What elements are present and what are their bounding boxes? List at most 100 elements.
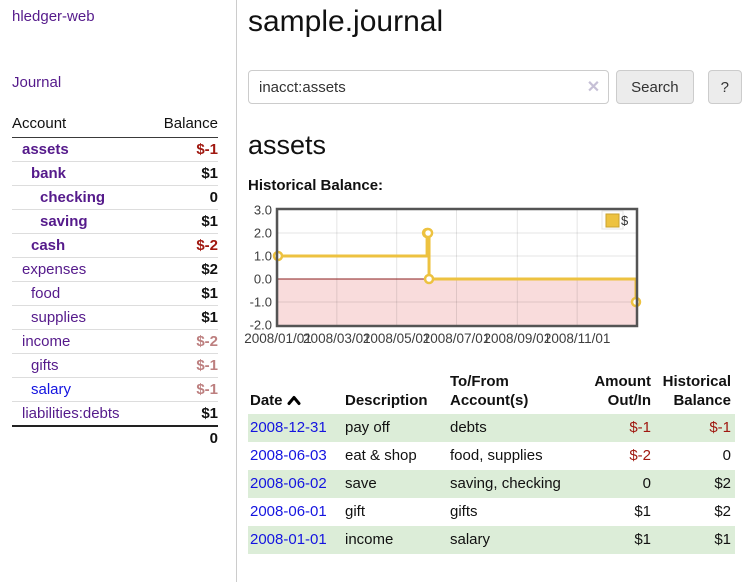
transaction-row: 2008-06-02 save saving, checking 0 $2	[248, 470, 735, 498]
account-link[interactable]: assets	[22, 141, 69, 158]
account-row-cash: cash $-2	[12, 233, 218, 257]
account-link[interactable]: liabilities:debts	[22, 405, 120, 422]
svg-text:2008/05/01: 2008/05/01	[363, 331, 431, 346]
sort-ascending-icon	[287, 396, 301, 405]
sidebar-divider	[236, 0, 237, 582]
account-row-checking: checking 0	[12, 185, 218, 209]
transaction-amount: 0	[642, 475, 651, 492]
transaction-balance: 0	[722, 447, 731, 464]
account-balance: $-2	[196, 237, 218, 254]
search-button[interactable]: Search	[616, 70, 694, 104]
transaction-balance: $2	[714, 475, 731, 492]
account-link[interactable]: supplies	[31, 309, 87, 326]
transaction-description: save	[345, 475, 377, 492]
account-link[interactable]: bank	[31, 165, 67, 182]
svg-text:2008/09/01: 2008/09/01	[484, 331, 552, 346]
account-balance: $1	[201, 285, 218, 302]
transaction-date-link[interactable]: 2008-06-02	[250, 475, 327, 492]
transaction-balance: $1	[714, 531, 731, 548]
date-header-label: Date	[250, 392, 283, 409]
svg-text:-2.0: -2.0	[250, 318, 272, 333]
account-row-supplies: supplies $1	[12, 305, 218, 329]
svg-text:0.0: 0.0	[254, 272, 272, 287]
account-heading: assets	[248, 130, 327, 160]
account-link[interactable]: checking	[40, 189, 106, 206]
account-balance: $1	[201, 309, 218, 326]
search-bar: ✕ Search ?	[248, 70, 742, 104]
transaction-description: pay off	[345, 419, 390, 436]
transaction-date-link[interactable]: 2008-06-03	[250, 447, 327, 464]
svg-text:2008/03/01: 2008/03/01	[303, 331, 371, 346]
main-content: sample.journal ✕ Search ? assets Histori…	[244, 0, 742, 554]
svg-text:-1.0: -1.0	[250, 295, 272, 310]
account-link[interactable]: food	[31, 285, 61, 302]
brand-link[interactable]: hledger-web	[12, 8, 95, 25]
account-balance: $1	[201, 165, 218, 182]
sidebar: hledger-web Journal Account Balance asse…	[0, 0, 236, 450]
transaction-row: 2008-12-31 pay off debts $-1 $-1	[248, 414, 735, 442]
svg-text:2008/01/01: 2008/01/01	[244, 331, 312, 346]
account-link[interactable]: expenses	[22, 261, 87, 278]
account-link[interactable]: saving	[40, 213, 88, 230]
description-column-header: Description	[345, 392, 428, 409]
transaction-accounts: saving, checking	[450, 475, 561, 492]
account-link[interactable]: salary	[31, 381, 72, 398]
balance-column-header: Historical Balance	[662, 373, 731, 409]
account-balance: $2	[201, 261, 218, 278]
account-balance: $1	[201, 405, 218, 422]
amount-column-header: Amount Out/In	[594, 373, 651, 409]
account-row-expenses: expenses $2	[12, 257, 218, 281]
transaction-balance: $2	[714, 503, 731, 520]
sidebar-item-journal[interactable]: Journal	[12, 74, 62, 91]
transaction-description: gift	[345, 503, 366, 520]
date-column-header: Date	[248, 370, 345, 414]
account-column-header: Account	[12, 115, 67, 132]
help-button[interactable]: ?	[707, 70, 742, 104]
register-header-row: Date Description To/From Account(s) Amou…	[248, 370, 735, 414]
account-balance: $1	[201, 213, 218, 230]
clear-search-icon[interactable]: ✕	[586, 79, 601, 96]
account-row-liabilities-debts: liabilities:debts $1	[12, 401, 218, 425]
transaction-date-link[interactable]: 2008-12-31	[250, 419, 327, 436]
transaction-accounts: salary	[450, 531, 491, 548]
account-row-gifts: gifts $-1	[12, 353, 218, 377]
transaction-accounts: food, supplies	[450, 447, 543, 464]
historical-balance-chart: $3.0 2.0 1.0 0.0 -1.0 -2.0 2008/01/01 2008/03/0…	[244, 203, 668, 356]
accounts-table: Account Balance assets $-1 bank $1 check…	[12, 112, 218, 450]
accounts-total: 0	[12, 425, 218, 450]
account-row-food: food $1	[12, 281, 218, 305]
account-link[interactable]: income	[22, 333, 71, 350]
transaction-amount: $1	[634, 503, 651, 520]
transaction-row: 2008-01-01 income salary $1 $1	[248, 526, 735, 554]
account-balance: $-1	[196, 357, 218, 374]
transaction-description: eat & shop	[345, 447, 417, 464]
transaction-date-link[interactable]: 2008-06-01	[250, 503, 327, 520]
account-link[interactable]: gifts	[31, 357, 59, 374]
transaction-row: 2008-06-03 eat & shop food, supplies $-2…	[248, 442, 735, 470]
transaction-amount: $-2	[629, 447, 651, 464]
svg-text:2008/11/01: 2008/11/01	[544, 331, 611, 346]
svg-text:2.0: 2.0	[254, 226, 272, 241]
svg-text:2008/07/01: 2008/07/01	[423, 331, 491, 346]
transaction-amount: $-1	[629, 419, 651, 436]
accounts-column-header: To/From Account(s)	[450, 373, 529, 409]
account-balance: $-2	[196, 333, 218, 350]
account-row-income: income $-2	[12, 329, 218, 353]
transaction-accounts: gifts	[450, 503, 478, 520]
account-balance: $-1	[196, 141, 218, 158]
account-balance: 0	[209, 189, 218, 206]
page-title: sample.journal	[248, 5, 444, 38]
svg-text:3.0: 3.0	[254, 203, 272, 218]
svg-text:1.0: 1.0	[254, 249, 272, 264]
chart-title: Historical Balance:	[248, 177, 384, 194]
balance-column-header: Balance	[163, 115, 218, 132]
search-input[interactable]	[248, 70, 610, 104]
transaction-accounts: debts	[450, 419, 487, 436]
transaction-date-link[interactable]: 2008-01-01	[250, 531, 327, 548]
transaction-amount: $1	[634, 531, 651, 548]
account-row-saving: saving $1	[12, 209, 218, 233]
account-balance: $-1	[196, 381, 218, 398]
account-link[interactable]: cash	[31, 237, 66, 254]
account-row-assets: assets $-1	[12, 138, 218, 161]
register-table: Date Description To/From Account(s) Amou…	[248, 370, 735, 554]
